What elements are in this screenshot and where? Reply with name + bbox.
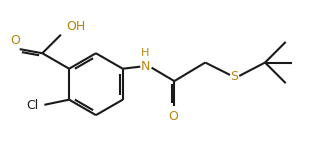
Text: O: O [10,34,20,47]
Text: Cl: Cl [26,99,38,112]
Text: O: O [168,110,178,123]
Text: S: S [230,71,238,83]
Text: H: H [141,48,150,58]
Text: OH: OH [66,20,85,33]
Text: N: N [141,60,150,73]
